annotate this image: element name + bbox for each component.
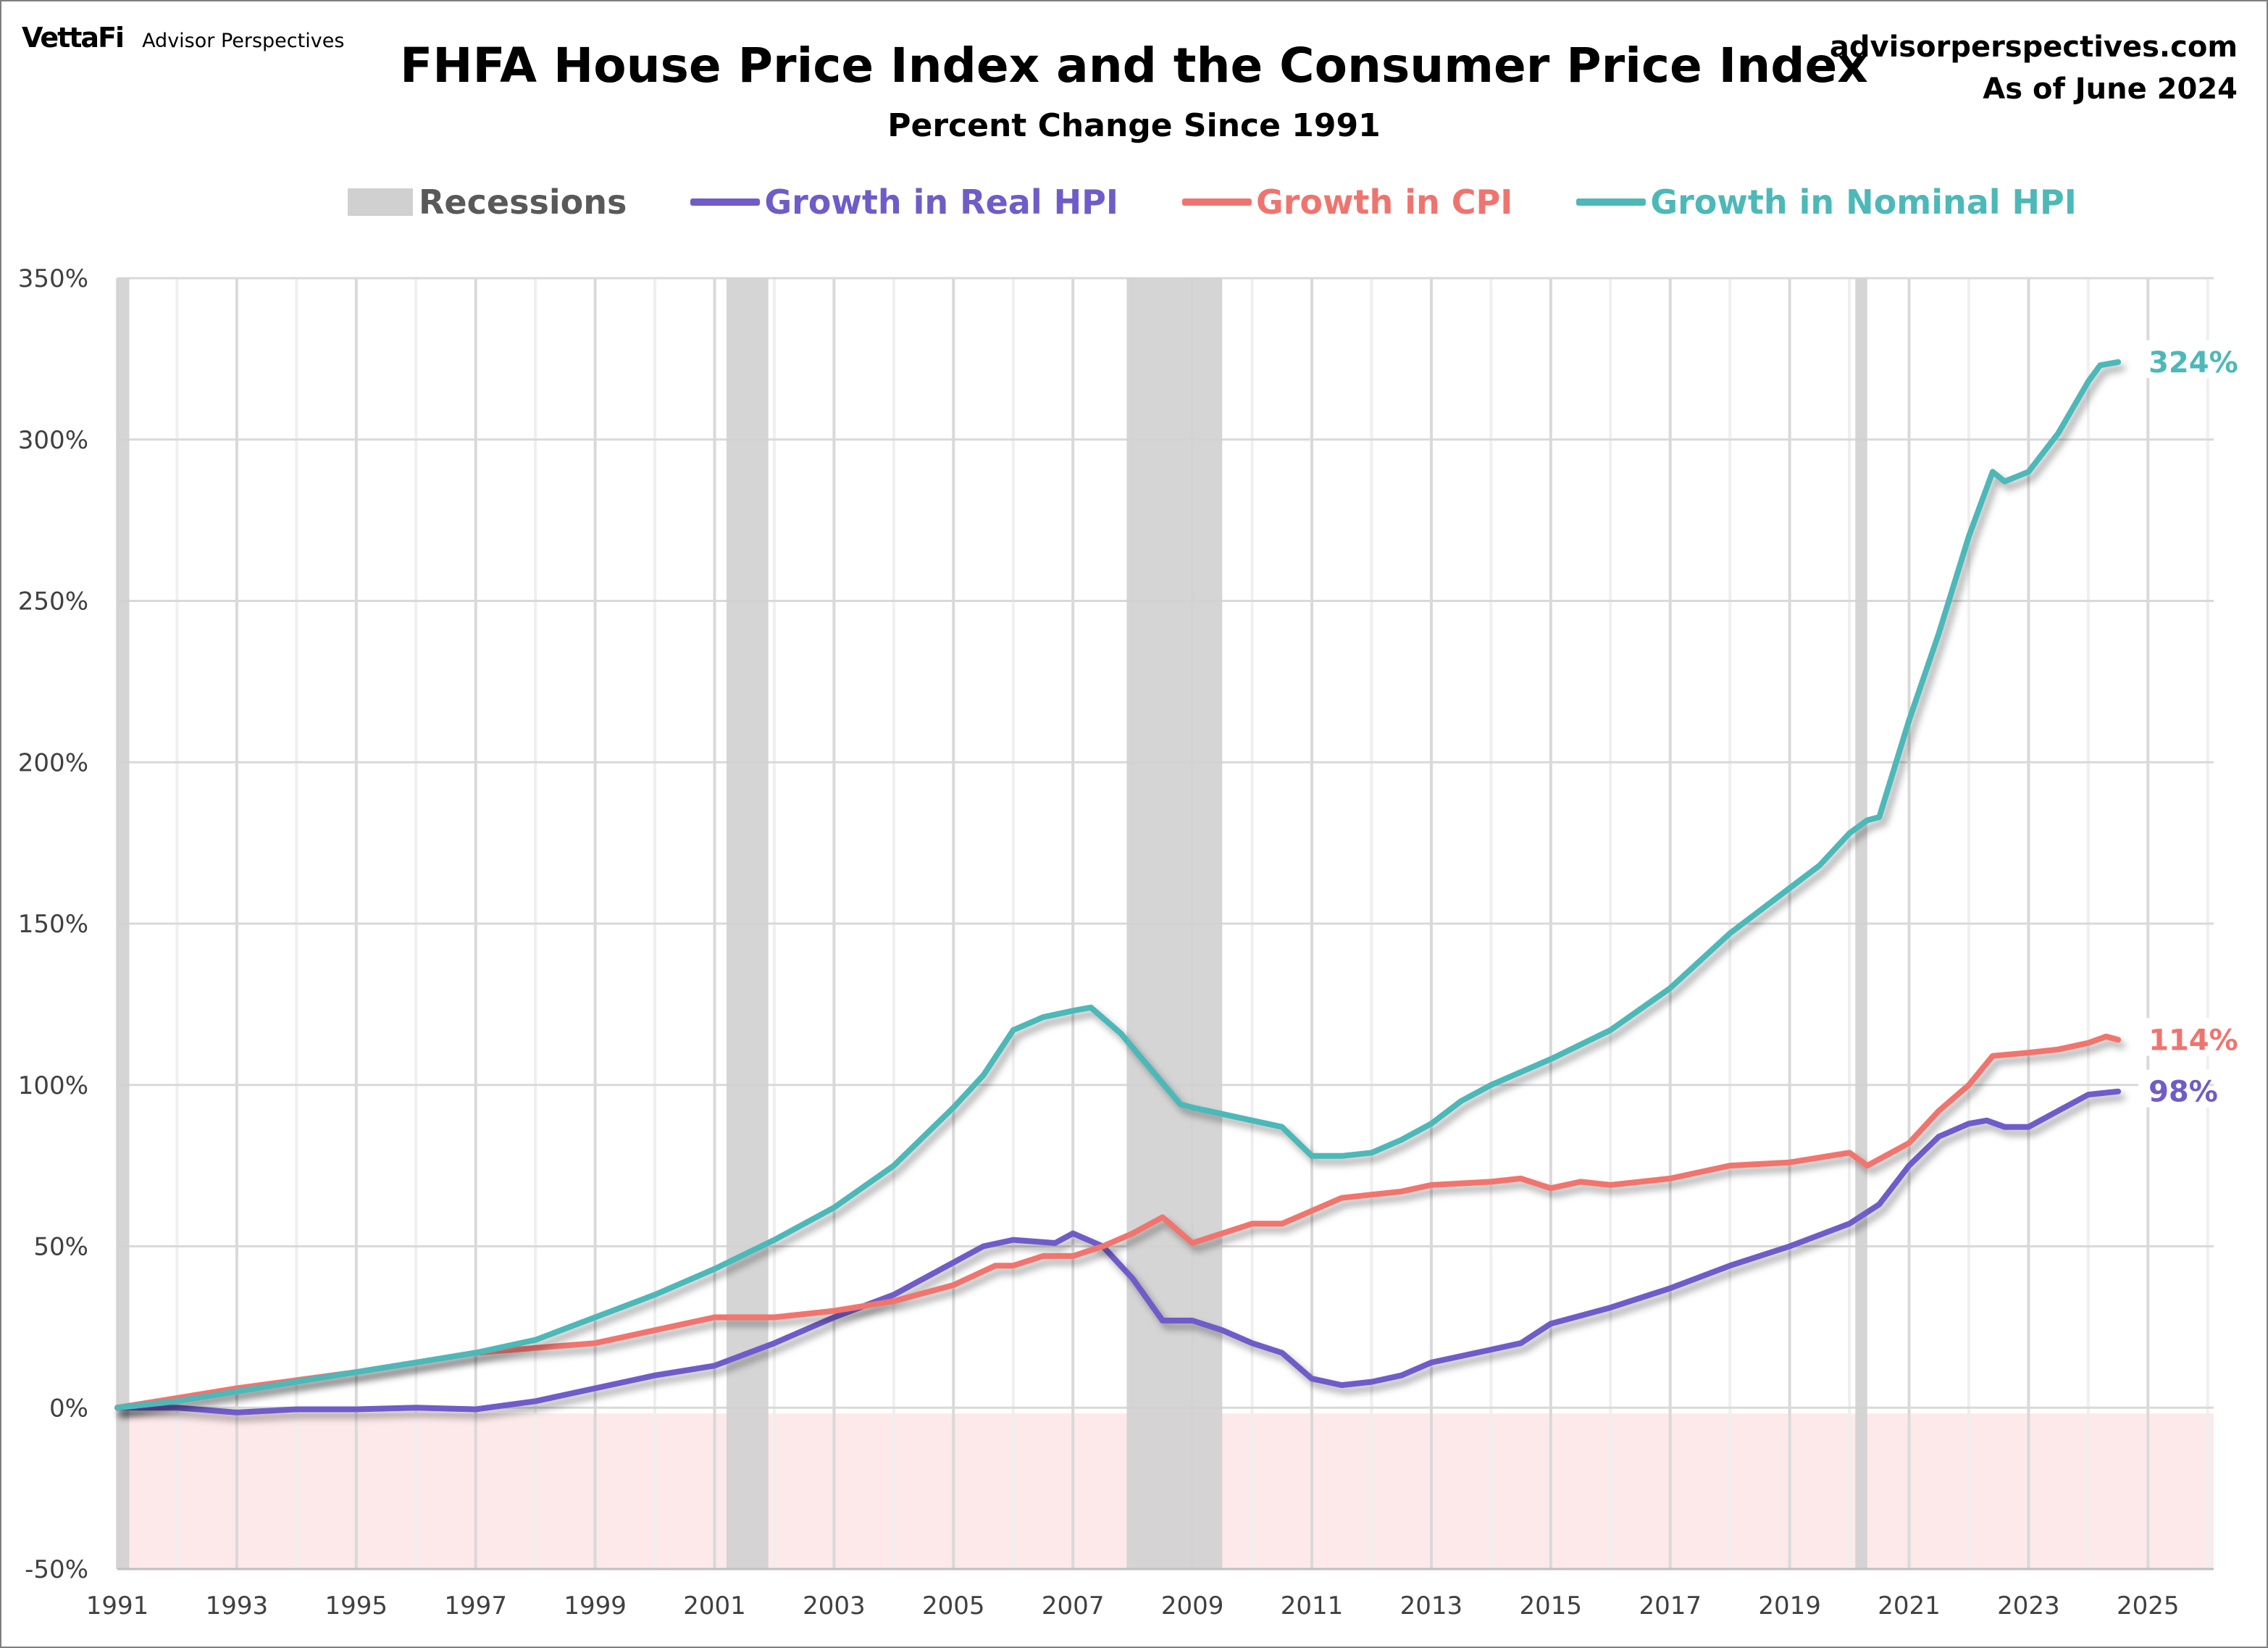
x-tick-label: 1995 [325, 1591, 388, 1620]
y-tick-label: 200% [18, 748, 88, 777]
as-of-date: As of June 2024 [1983, 72, 2238, 106]
y-tick-label: -50% [25, 1555, 88, 1584]
end-label-bg [2138, 340, 2230, 378]
recession-band [1855, 278, 1867, 1569]
y-tick-label: 250% [18, 587, 88, 616]
legend-swatch-cpi [1181, 198, 1252, 206]
end-label: 324% [2148, 346, 2238, 380]
legend-swatch-recessions [348, 188, 413, 216]
x-tick-label: 1991 [86, 1591, 149, 1620]
x-tick-label: 1999 [564, 1591, 627, 1620]
legend-cpi: Growth in CPI [1181, 183, 1513, 222]
x-tick-label: 2017 [1639, 1591, 1702, 1620]
x-tick-label: 2005 [922, 1591, 985, 1620]
x-tick-label: 1993 [206, 1591, 269, 1620]
chart-title: FHFA House Price Index and the Consumer … [400, 38, 1868, 93]
logo: VettaFi Advisor Perspectives [22, 22, 344, 54]
y-tick-label: 100% [18, 1071, 88, 1100]
end-label: 98% [2148, 1076, 2218, 1109]
legend-recessions: Recessions [348, 183, 627, 222]
legend-label: Growth in Nominal HPI [1650, 183, 2077, 222]
y-tick-label: 350% [18, 264, 88, 293]
series-line-growth-in-cpi [114, 1033, 2122, 1411]
y-tick-label: 0% [49, 1394, 88, 1423]
recession-band [726, 278, 769, 1569]
x-tick-label: 2013 [1400, 1591, 1463, 1620]
recession-band [117, 278, 130, 1569]
x-tick-label: 2011 [1281, 1591, 1344, 1620]
chart-subtitle: Percent Change Since 1991 [887, 107, 1381, 144]
x-tick-label: 2019 [1758, 1591, 1821, 1620]
end-label-bg [2138, 1018, 2230, 1056]
recession-band [1126, 278, 1223, 1569]
legend-label: Growth in Real HPI [764, 183, 1118, 222]
logo-brand: VettaFi [22, 22, 125, 54]
logo-sub: Advisor Perspectives [142, 30, 345, 52]
legend-real-hpi: Growth in Real HPI [690, 183, 1118, 222]
x-tick-label: 2007 [1042, 1591, 1105, 1620]
legend-swatch-real-hpi [690, 198, 761, 206]
x-tick-label: 2023 [1997, 1591, 2060, 1620]
end-label-bg [2138, 1069, 2210, 1108]
x-tick-label: 2003 [803, 1591, 866, 1620]
legend-label: Recessions [419, 183, 627, 222]
x-tick-label: 2009 [1161, 1591, 1224, 1620]
source-info: advisorperspectives.com As of June 2024 [1830, 26, 2238, 110]
legend-swatch-nominal-hpi [1576, 198, 1646, 206]
x-tick-label: 2001 [683, 1591, 746, 1620]
series-line-growth-in-nominal-hpi [114, 359, 2122, 1411]
x-tick-label: 2015 [1520, 1591, 1583, 1620]
legend-nominal-hpi: Growth in Nominal HPI [1576, 183, 2077, 222]
site-url: advisorperspectives.com [1829, 30, 2238, 64]
x-tick-label: 2021 [1878, 1591, 1941, 1620]
end-label: 114% [2148, 1024, 2238, 1057]
y-tick-label: 50% [33, 1233, 88, 1262]
y-tick-label: 150% [18, 910, 88, 939]
legend: Recessions Growth in Real HPI Growth in … [348, 183, 2141, 222]
x-tick-label: 1997 [444, 1591, 507, 1620]
series-line-growth-in-real-hpi [114, 1088, 2122, 1415]
x-tick-label: 2025 [2117, 1591, 2180, 1620]
legend-label: Growth in CPI [1255, 183, 1513, 222]
y-tick-label: 300% [18, 426, 88, 455]
